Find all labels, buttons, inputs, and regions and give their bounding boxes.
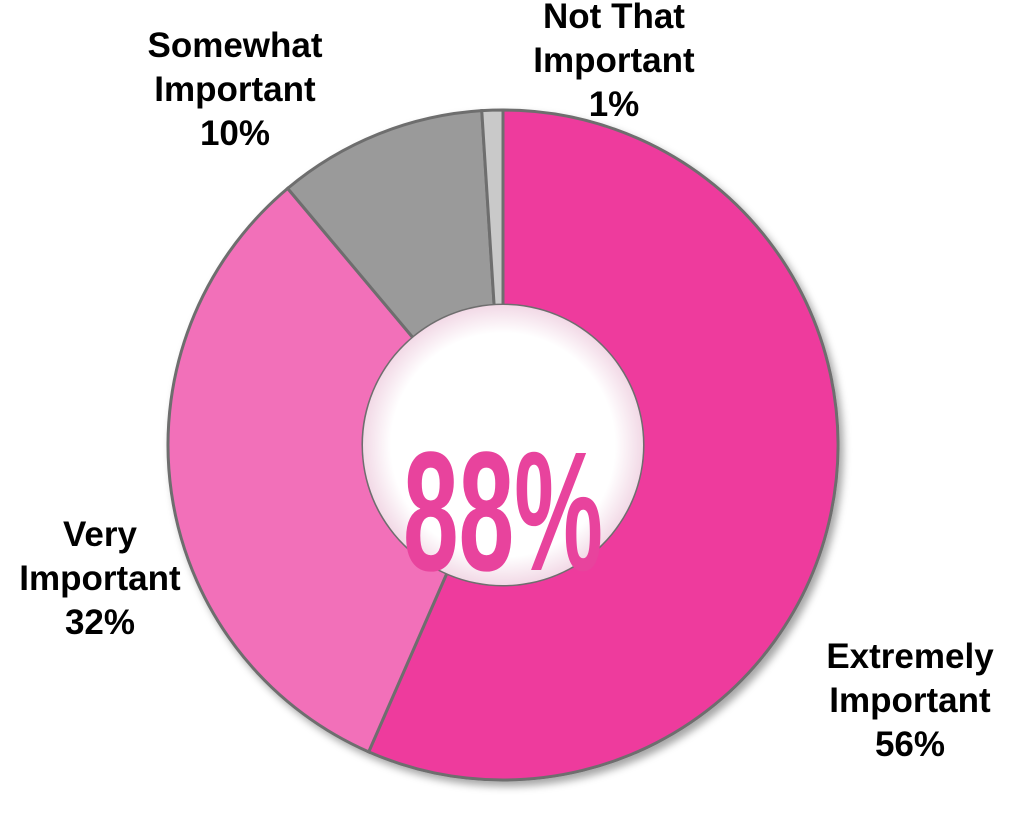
slice-category-label: Important [829,681,991,720]
slice-percent-label: 32% [65,603,135,642]
slice-labels: Extremely Important 56% Very Important 32% Som… [19,0,994,764]
label-not-that-important: Not That Important 1% [533,0,695,124]
center-total-label: 88% [403,417,603,607]
slice-category-label: Important [19,559,181,598]
slice-category-label: Somewhat [147,26,322,65]
slice-percent-label: 10% [200,114,270,153]
slice-percent-label: 1% [589,85,640,124]
donut-slices [166,108,840,782]
slice-category-label: Important [533,41,695,80]
label-extremely-important: Extremely Important 56% [826,637,994,764]
label-somewhat-important: Somewhat Important 10% [147,26,322,153]
slice-category-label: Extremely [826,637,994,676]
donut-hole [363,305,643,585]
slice-percent-label: 56% [875,725,945,764]
slice-category-label: Very [63,515,137,554]
slice-category-label: Important [154,70,316,109]
slice-category-label: Not That [543,0,685,36]
label-very-important: Very Important 32% [19,515,181,642]
